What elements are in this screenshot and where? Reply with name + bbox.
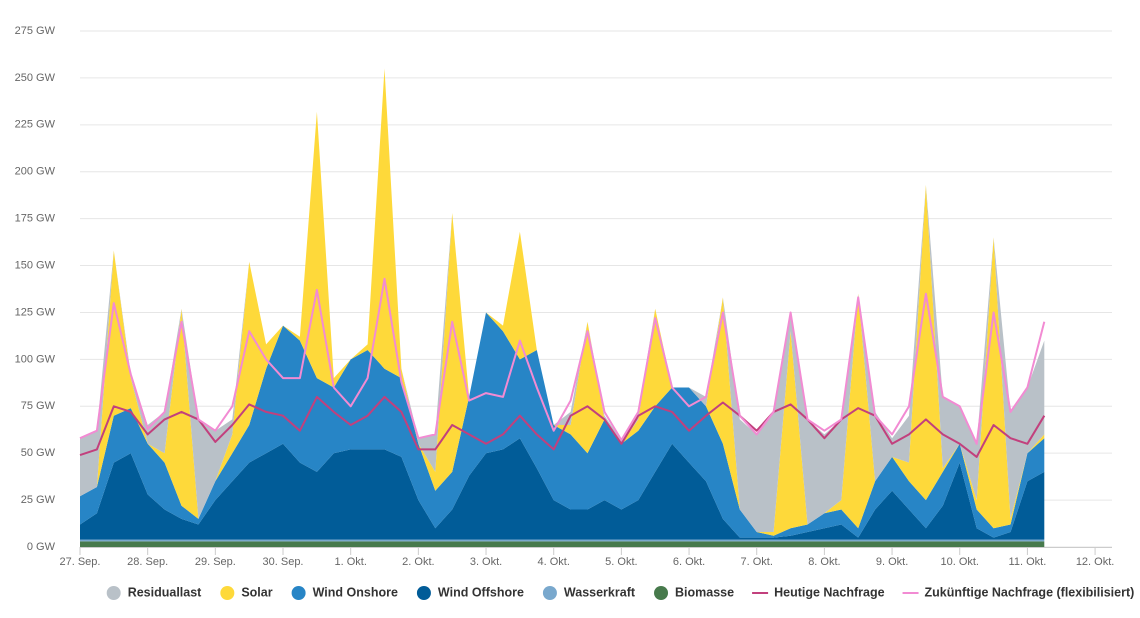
area (80, 438, 1045, 540)
legend-swatch (106, 586, 121, 600)
x-tick-label: 12. Okt. (1076, 556, 1115, 568)
y-tick-label: 225 GW (15, 119, 56, 131)
x-tick-label: 2. Okt. (402, 556, 434, 568)
x-tick-label: 7. Okt. (741, 556, 773, 568)
legend-swatch (416, 586, 431, 600)
x-tick-label: 8. Okt. (808, 556, 840, 568)
x-tick-label: 9. Okt. (876, 556, 908, 568)
y-tick-label: 200 GW (15, 166, 56, 178)
line (79, 395, 1046, 458)
legend-label: Wind Offshore (438, 585, 524, 599)
x-tick-label: 30. Sep. (263, 556, 304, 568)
x-tick-label: 28. Sep. (127, 556, 168, 568)
legend-item[interactable]: Wasserkraft (542, 585, 636, 600)
legend-label: Biomasse (675, 585, 734, 599)
legend-item[interactable]: Residuallast (106, 585, 202, 600)
x-tick-label: 11. Okt. (1009, 556, 1047, 568)
legend-item[interactable]: Wind Offshore (416, 585, 524, 600)
legend-item[interactable]: Wind Onshore (291, 585, 398, 600)
x-tick-label: 4. Okt. (538, 556, 570, 568)
y-tick-label: 100 GW (15, 353, 56, 365)
legend-item[interactable]: Zukünftige Nachfrage (flexibilisiert) (902, 585, 1135, 599)
legend-label: Solar (241, 585, 272, 599)
area (80, 541, 1045, 547)
x-tick-label: 3. Okt. (470, 556, 502, 568)
legend-swatch (291, 586, 306, 600)
y-tick-label: 250 GW (15, 72, 56, 84)
y-tick-label: 75 GW (21, 400, 56, 412)
legend-label: Residuallast (128, 585, 202, 599)
x-tick-label: 6. Okt. (673, 556, 705, 568)
x-tick-label: 27. Sep. (60, 556, 101, 568)
legend-label: Wind Onshore (313, 585, 398, 599)
legend-item[interactable]: Biomasse (654, 585, 734, 600)
area (80, 312, 1045, 538)
area (80, 539, 1045, 542)
lines (79, 277, 1046, 458)
y-tick-label: 150 GW (15, 259, 56, 271)
legend-item[interactable]: Heutige Nachfrage (752, 585, 885, 599)
y-tick-label: 25 GW (21, 494, 56, 506)
area (80, 68, 1045, 536)
y-tick-label: 50 GW (21, 447, 56, 459)
legend-swatch (220, 586, 235, 600)
y-tick-label: 0 GW (27, 541, 56, 553)
legend-swatch (654, 586, 669, 600)
y-tick-label: 175 GW (15, 213, 56, 225)
legend-label: Wasserkraft (564, 585, 636, 599)
line (79, 277, 1046, 445)
areas (80, 68, 1045, 547)
x-tick-label: 29. Sep. (195, 556, 236, 568)
x-tick-label: 5. Okt. (605, 556, 637, 568)
legend-label: Heutige Nachfrage (774, 585, 884, 599)
y-tick-label: 275 GW (15, 25, 56, 37)
axes: 0 GW 25 GW 50 GW 75 GW 100 GW 125 GW 150 GW 175… (15, 25, 1115, 568)
legend-swatch (542, 586, 557, 600)
legend-label: Zukünftige Nachfrage (flexibilisiert) (925, 585, 1135, 599)
legend: Residuallast Solar Wind Onshore Wind Offsho… (106, 585, 1135, 600)
x-tick-label: 1. Okt. (334, 556, 366, 568)
legend-item[interactable]: Solar (220, 585, 273, 600)
x-tick-label: 10. Okt. (940, 556, 979, 568)
y-tick-label: 125 GW (15, 306, 56, 318)
